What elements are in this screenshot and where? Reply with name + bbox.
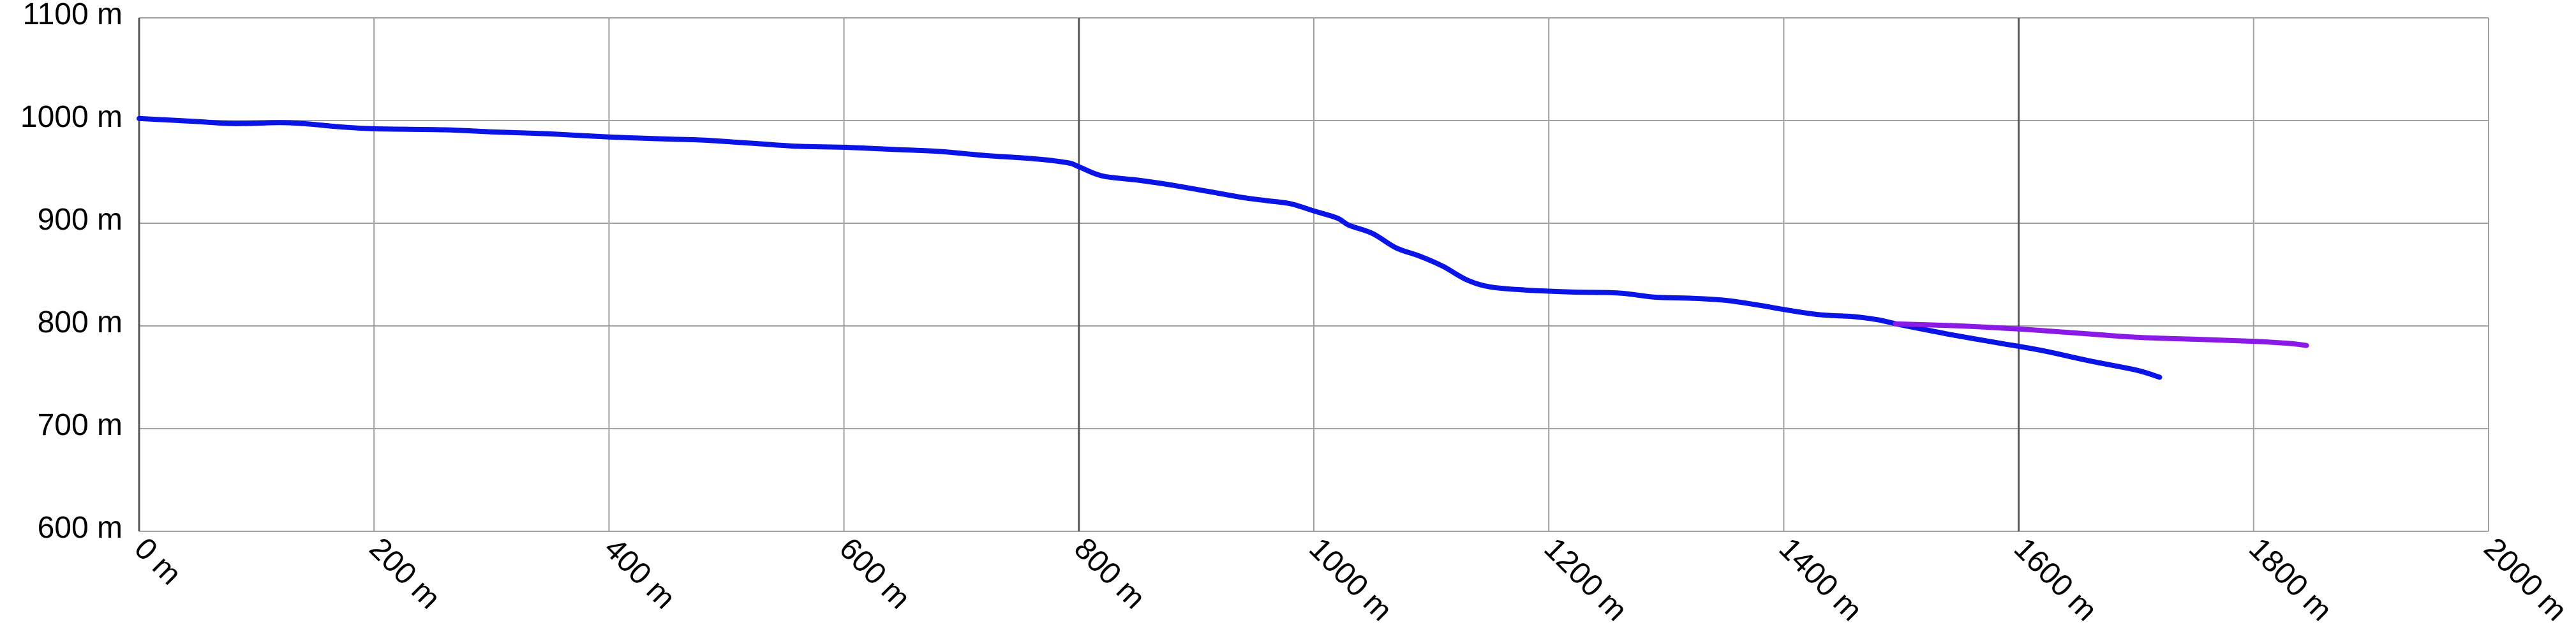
x-tick-label: 1600 m: [2007, 531, 2104, 628]
axis-tick-labels: 600 m 700 m 800 m 900 m 1000 m 1100 m 0 m 200 m…: [20, 0, 2573, 628]
x-tick-label: 200 m: [362, 531, 447, 615]
x-tick-label: 2000 m: [2477, 531, 2573, 628]
elevation-line-1: [137, 115, 2163, 380]
x-tick-label: 0 m: [128, 531, 188, 591]
y-tick-label: 700 m: [38, 408, 123, 442]
x-tick-label: 1400 m: [1773, 531, 1869, 628]
x-tick-label: 1000 m: [1302, 531, 1399, 628]
y-tick-label: 600 m: [38, 511, 123, 545]
x-tick-label: 1800 m: [2242, 531, 2339, 628]
y-tick-label: 1100 m: [22, 0, 123, 31]
series-lines: [137, 115, 2309, 380]
y-tick-label: 800 m: [38, 306, 123, 339]
x-tick-label: 600 m: [833, 531, 917, 615]
y-tick-label: 1000 m: [20, 100, 123, 134]
x-tick-label: 800 m: [1068, 531, 1152, 615]
y-tick-label: 900 m: [38, 203, 123, 237]
x-tick-label: 1200 m: [1537, 531, 1634, 628]
grid: [138, 17, 2489, 532]
elevation-line-2: [1893, 321, 2309, 348]
x-tick-label: 400 m: [598, 531, 682, 615]
